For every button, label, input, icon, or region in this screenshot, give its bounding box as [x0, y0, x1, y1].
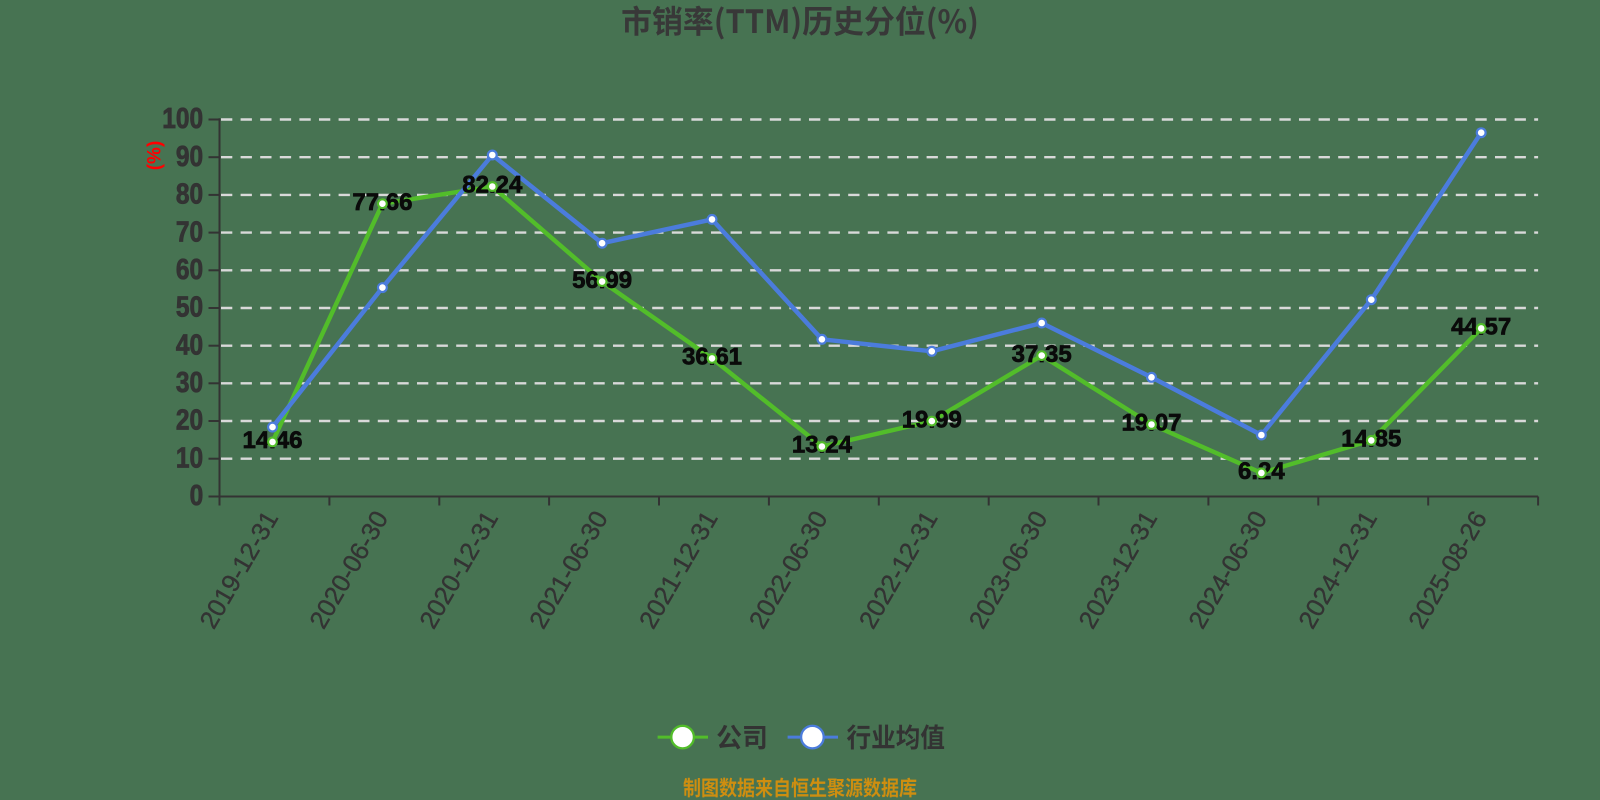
- svg-text:(%): (%): [145, 141, 166, 171]
- svg-text:30: 30: [176, 366, 203, 398]
- svg-text:10: 10: [176, 442, 203, 474]
- svg-text:44.57: 44.57: [1451, 314, 1511, 341]
- svg-text:70: 70: [176, 216, 203, 248]
- svg-text:90: 90: [176, 140, 203, 172]
- svg-text:13.24: 13.24: [792, 432, 853, 459]
- svg-text:80: 80: [176, 178, 203, 210]
- svg-text:40: 40: [176, 329, 203, 361]
- svg-text:100: 100: [162, 103, 203, 135]
- svg-text:82.24: 82.24: [462, 172, 523, 199]
- svg-text:0: 0: [190, 480, 204, 512]
- svg-text:60: 60: [176, 253, 203, 285]
- svg-text:50: 50: [176, 291, 203, 323]
- svg-text:20: 20: [176, 404, 203, 436]
